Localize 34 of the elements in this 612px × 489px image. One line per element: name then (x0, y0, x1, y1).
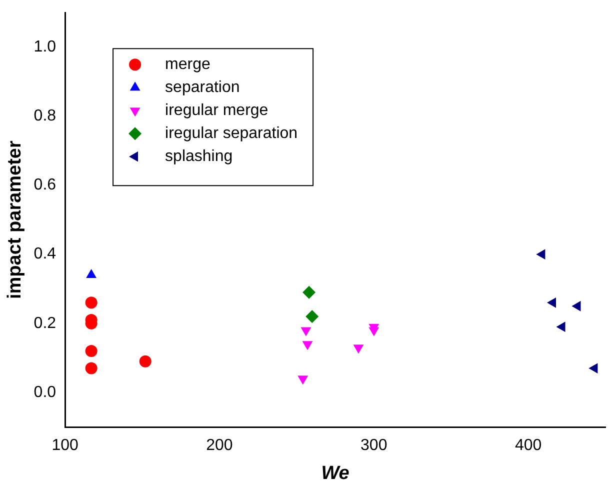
y-tick-label: 0.2 (34, 314, 56, 332)
x-tick-label: 300 (360, 437, 388, 454)
point (368, 327, 380, 336)
point (306, 310, 319, 323)
point (536, 249, 546, 260)
point (139, 355, 152, 368)
y-tick-label: 0.6 (34, 176, 56, 194)
y-tick-label: 1.0 (34, 38, 56, 56)
y-tick-label: 0.4 (34, 246, 56, 263)
point (86, 269, 96, 278)
legend-label: iregular merge (165, 102, 268, 120)
x-axis-title: We (321, 462, 350, 484)
y-tick-label: 0.0 (34, 384, 56, 401)
x-tick-label: 200 (206, 437, 233, 454)
point (300, 327, 312, 336)
point (547, 297, 556, 308)
x-tick-label: 400 (514, 437, 542, 454)
point (302, 286, 316, 299)
point (85, 362, 98, 374)
point (353, 344, 364, 354)
legend-label: iregular separation (165, 125, 298, 142)
y-axis-title: impact parameter (4, 140, 26, 300)
point (302, 341, 313, 350)
point (85, 296, 98, 309)
point (556, 322, 566, 332)
point (588, 363, 598, 374)
legend-label: separation (165, 79, 240, 96)
legend-label: splashing (165, 148, 233, 166)
point (572, 300, 581, 312)
legend-label: merge (165, 56, 210, 74)
y-tick-label: 0.8 (34, 108, 56, 125)
x-tick-label: 100 (52, 437, 78, 454)
point (298, 376, 308, 385)
point (85, 345, 98, 358)
